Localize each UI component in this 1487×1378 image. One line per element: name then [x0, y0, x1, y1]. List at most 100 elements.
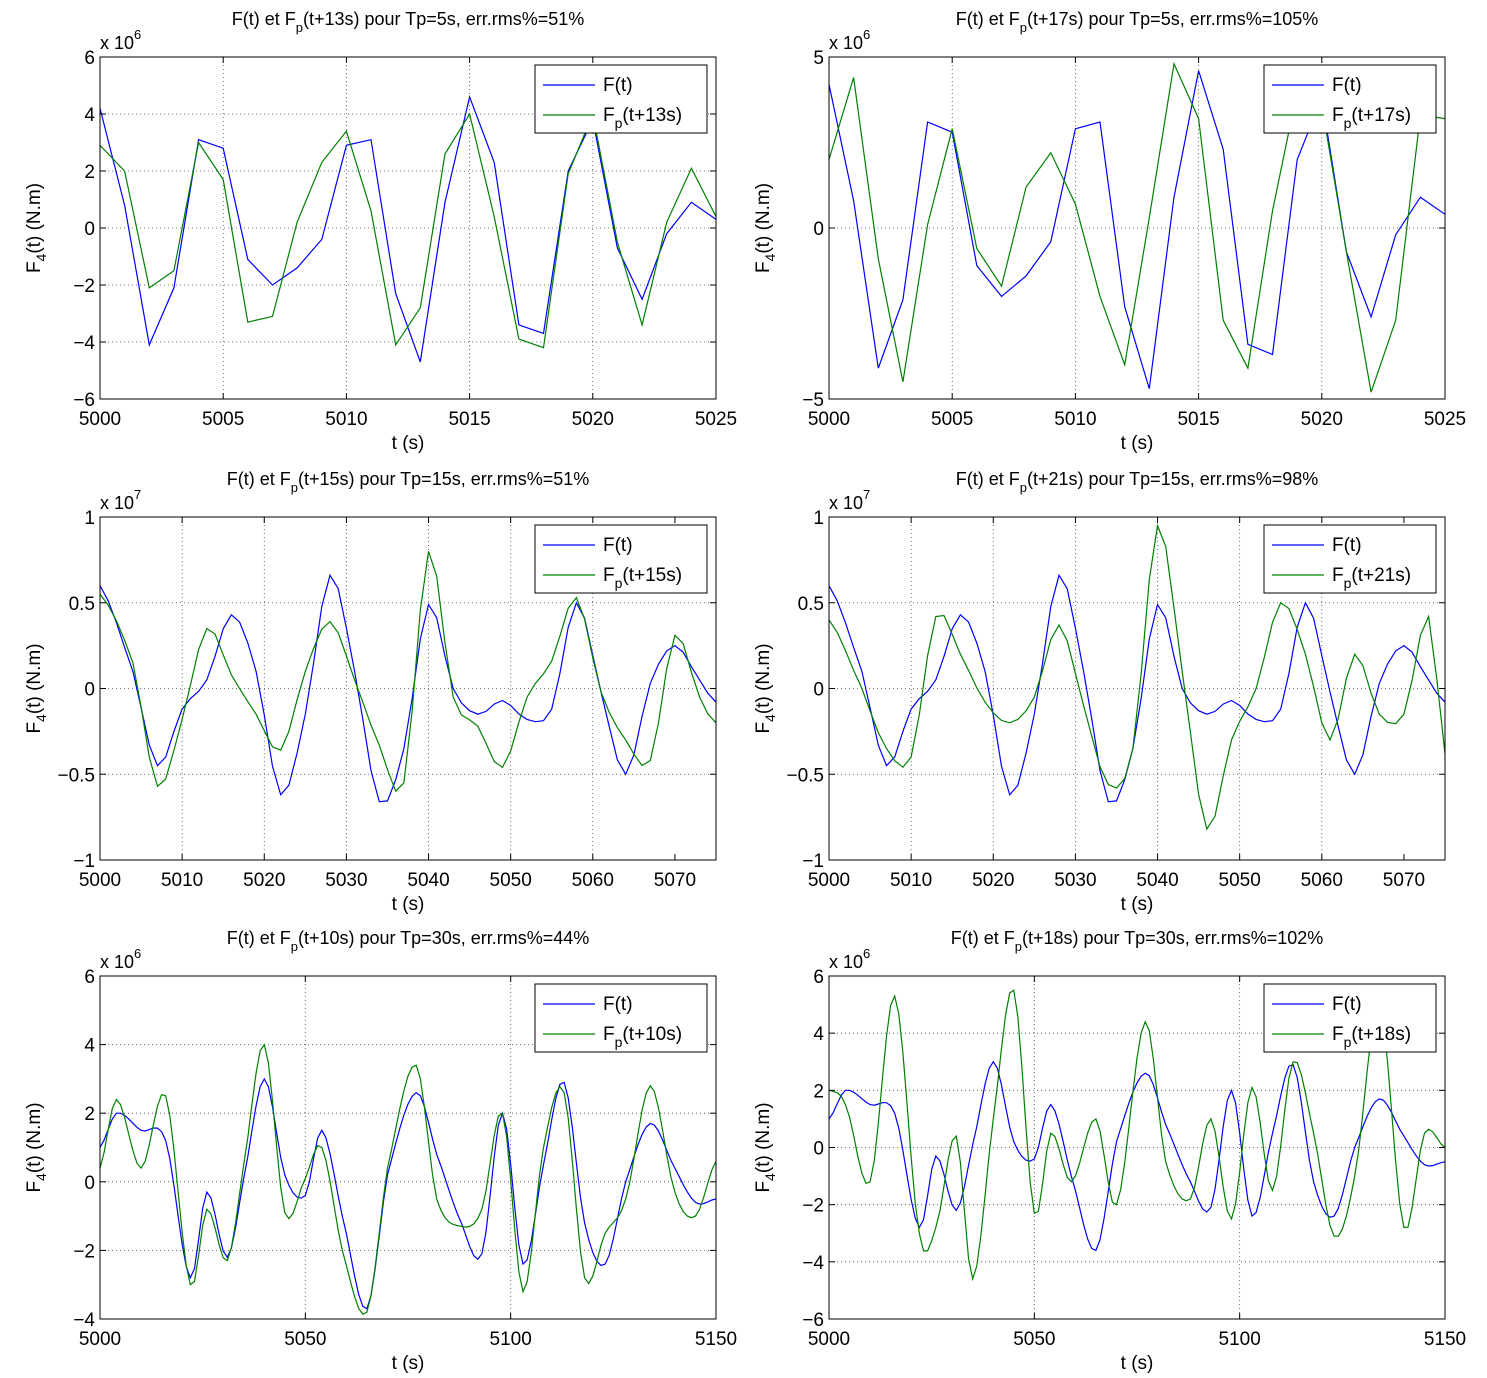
subplot-title: F(t) et Fp(t+10s) pour Tp=30s, err.rms%=… — [227, 928, 590, 954]
legend-box — [1263, 64, 1437, 134]
x-tick-label: 5030 — [325, 870, 367, 891]
x-tick-label: 5000 — [808, 1329, 850, 1350]
subplot-title: F(t) et Fp(t+13s) pour Tp=5s, err.rms%=5… — [232, 9, 585, 35]
series-group — [100, 1043, 716, 1315]
series-line-actual — [829, 573, 1445, 803]
x-tick-label: 5070 — [1383, 870, 1425, 891]
y-tick-label: 0 — [84, 1173, 95, 1194]
x-tick-label: 5000 — [808, 870, 850, 891]
x-tick-label: 5005 — [202, 409, 244, 430]
legend-label: Fp(t+10s) — [603, 1024, 682, 1050]
legend-box — [1263, 524, 1437, 594]
legend: F(t) Fp(t+21s) — [1263, 524, 1437, 594]
series-line-predicted — [829, 989, 1445, 1282]
x-tick-label: 5040 — [407, 870, 449, 891]
subplot-2: 5000 5005 5010 5015 5020 5025 −5 0 5x 106 F(t) et… — [753, 9, 1466, 454]
y-tick-label: 4 — [84, 1036, 95, 1057]
x-axis-label: t (s) — [392, 433, 425, 454]
series-line-actual — [100, 94, 716, 363]
grid — [100, 517, 716, 860]
x-tick-label: 5000 — [79, 1329, 121, 1350]
grid — [100, 976, 716, 1319]
x-axis-label: t (s) — [1121, 433, 1154, 454]
legend-label: F(t) — [1332, 535, 1362, 556]
legend-box — [534, 983, 708, 1053]
y-tick-label: 0 — [813, 680, 824, 701]
y-tick-label: 1 — [813, 508, 824, 529]
legend-label: Fp(t+17s) — [1332, 105, 1411, 131]
x-tick-label: 5015 — [448, 409, 490, 430]
y-tick-label: −2 — [73, 1241, 95, 1262]
legend-label: Fp(t+21s) — [1332, 565, 1411, 591]
y-tick-label: −0.5 — [786, 765, 824, 786]
series-line-actual — [100, 1077, 716, 1310]
x-tick-label: 5010 — [1054, 409, 1096, 430]
series-line-predicted — [829, 61, 1445, 393]
x-tick-label: 5010 — [161, 870, 203, 891]
axis-exponent: x 106 — [100, 946, 141, 972]
y-tick-label: 4 — [84, 105, 95, 126]
y-tick-label: 6 — [84, 967, 95, 988]
subplot-title: F(t) et Fp(t+17s) pour Tp=5s, err.rms%=1… — [956, 9, 1319, 35]
series-group — [829, 61, 1445, 393]
legend-box — [534, 64, 708, 134]
subplot-1: 5000 5005 5010 5015 5020 5025 −6 −4 −2 0 2 4 6x 106 F… — [24, 9, 737, 454]
y-tick-label: 6 — [813, 967, 824, 988]
series-line-predicted — [829, 523, 1445, 831]
legend-box — [1263, 983, 1437, 1053]
x-tick-label: 5050 — [284, 1329, 326, 1350]
x-tick-label: 5060 — [1301, 870, 1343, 891]
y-axis-label: F4(t) (N.m) — [753, 183, 778, 273]
legend-label: Fp(t+18s) — [1332, 1024, 1411, 1050]
y-tick-label: −6 — [73, 390, 95, 411]
x-tick-label: 5100 — [1219, 1329, 1261, 1350]
y-tick-label: 2 — [84, 162, 95, 183]
y-tick-label: 5 — [813, 48, 824, 69]
x-tick-label: 5150 — [695, 1329, 737, 1350]
legend-label: Fp(t+13s) — [603, 105, 682, 131]
x-tick-label: 5070 — [654, 870, 696, 891]
x-tick-label: 5020 — [1301, 409, 1343, 430]
x-tick-label: 5010 — [325, 409, 367, 430]
y-tick-label: −4 — [73, 1310, 95, 1331]
x-tick-label: 5025 — [1424, 409, 1466, 430]
series-line-predicted — [100, 551, 716, 793]
x-axis-label: t (s) — [392, 894, 425, 915]
x-tick-label: 5050 — [1219, 870, 1261, 891]
y-tick-label: 0 — [813, 219, 824, 240]
series-line-predicted — [100, 1043, 716, 1315]
legend-label: F(t) — [603, 994, 633, 1015]
x-tick-label: 5100 — [490, 1329, 532, 1350]
x-tick-label: 5005 — [931, 409, 973, 430]
legend-label: F(t) — [1332, 75, 1362, 96]
series-group — [829, 989, 1445, 1282]
x-axis-label: t (s) — [1121, 894, 1154, 915]
legend-box — [534, 524, 708, 594]
y-tick-label: 4 — [813, 1024, 824, 1045]
x-tick-label: 5020 — [972, 870, 1014, 891]
y-axis-label: F4(t) (N.m) — [753, 643, 778, 733]
y-axis-label: F4(t) (N.m) — [24, 643, 49, 733]
legend-label: F(t) — [603, 75, 633, 96]
series-group — [100, 94, 716, 363]
y-axis-label: F4(t) (N.m) — [24, 1102, 49, 1192]
axis-exponent: x 106 — [829, 27, 870, 53]
legend: F(t) Fp(t+18s) — [1263, 983, 1437, 1053]
series-line-actual — [829, 1060, 1445, 1252]
axis-exponent: x 107 — [100, 487, 141, 513]
subplot-6: 5000 5050 5100 5150 −6 −4 −2 0 2 4 6x 106 F(t) et F… — [753, 928, 1466, 1374]
axes-box — [99, 975, 717, 1320]
subplot-3: 5000 5010 5020 5030 5040 5050 5060 5070 −1 −0.5 0 0… — [24, 469, 717, 915]
y-tick-label: 1 — [84, 508, 95, 529]
series-group — [100, 551, 716, 803]
x-tick-label: 5060 — [572, 870, 614, 891]
subplot-title: F(t) et Fp(t+21s) pour Tp=15s, err.rms%=… — [956, 469, 1319, 495]
series-group — [829, 523, 1445, 831]
y-tick-label: 2 — [84, 1104, 95, 1125]
grid — [829, 976, 1445, 1319]
y-tick-label: −1 — [802, 851, 824, 872]
y-axis-label: F4(t) (N.m) — [753, 1102, 778, 1192]
y-tick-label: 0.5 — [69, 594, 95, 615]
legend: F(t) Fp(t+10s) — [534, 983, 708, 1053]
